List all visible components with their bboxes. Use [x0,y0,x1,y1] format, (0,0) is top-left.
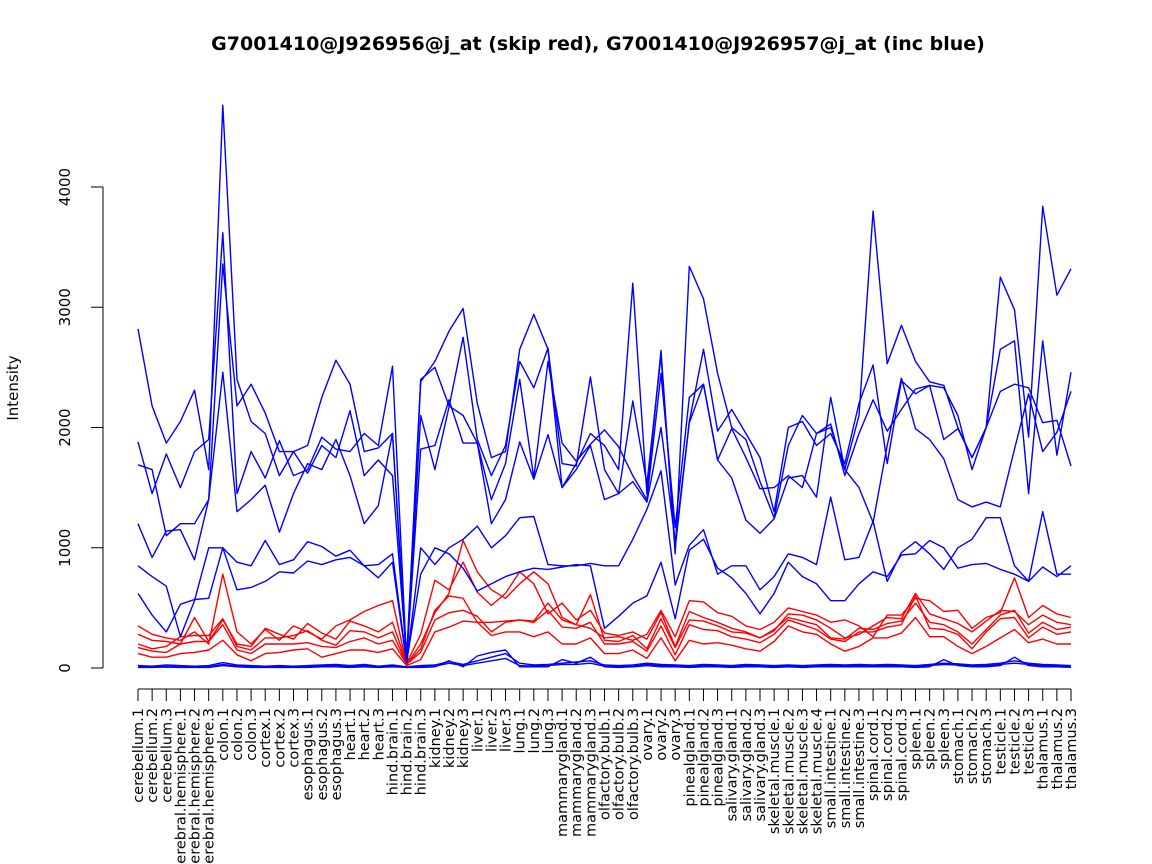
x-tick-label: spinal.cord.3 [894,708,910,801]
x-tick-label: ovary.2 [654,708,670,761]
x-tick-label: heart.1 [343,708,359,760]
x-tick-label: salivary.gland.3 [753,708,769,821]
inc-series-line-inc_4 [137,371,1072,662]
x-tick-label: cortex.1 [258,708,274,768]
x-tick-label: colon.3 [244,708,260,761]
x-tick-label: pinealgland.3 [711,708,727,807]
x-tick-label: liver.1 [470,708,486,752]
x-tick-label: heart.3 [371,708,387,760]
x-tick-label: colon.1 [216,708,232,761]
inc-series-line-inc_5 [137,470,1071,664]
x-tick-label: olfactory.bulb.3 [626,708,642,820]
inc-series-line-inc_1 [137,104,1072,663]
x-tick-label: cortex.3 [287,708,303,768]
x-tick-label: skeletal.muscle.1 [767,708,783,834]
skip-series-line-skip_3 [137,593,1072,666]
x-tick-label: esophagus.2 [315,708,331,800]
x-tick-label: cortex.2 [272,708,288,768]
x-tick-label: kidney.2 [442,708,458,768]
skip-series-line-skip_4 [137,595,1072,666]
x-tick-label: thalamus.1 [1036,708,1052,789]
x-tick-label: cerebellum.1 [131,708,147,803]
x-tick-label: esophagus.1 [301,708,317,800]
x-tick-label: esophagus.3 [329,708,345,800]
x-tick-label: hind.brain.3 [414,708,430,795]
x-tick-label: mammarygland.3 [583,708,599,837]
x-tick-label: testicle.2 [1007,708,1023,775]
x-tick-label: liver.2 [484,708,500,752]
inc-series-line-inc_7 [137,652,1072,668]
x-tick-label: cerebral.hemisphere.3 [202,708,218,864]
x-tick-label: liver.3 [499,708,515,752]
x-tick-label: spinal.cord.2 [880,708,896,801]
x-tick-label: testicle.3 [1022,708,1038,775]
inc-series-line-inc_2 [137,231,1072,663]
x-tick-label: small.intestine.2 [838,708,854,828]
x-tick-label: spleen.3 [937,708,953,770]
x-tick-label: kidney.3 [456,708,472,768]
y-axis: 0 1000 2000 3000 4000 [56,168,104,673]
x-tick-label: lung.2 [527,708,543,753]
inc-series-line-inc_6 [137,538,1072,663]
y-tick-label: 3000 [56,288,74,326]
skip-series-line-skip_5 [137,616,1071,667]
x-tick-label: stomach.3 [979,708,995,784]
x-tick-label: stomach.1 [951,708,967,784]
x-tick-label: skeletal.muscle.4 [810,708,826,834]
y-tick-label: 1000 [56,529,74,567]
x-tick-label: hind.brain.1 [385,708,401,795]
inc-series-line-inc_3 [137,263,1072,660]
x-tick-label: thalamus.2 [1050,708,1066,789]
x-tick-label: salivary.gland.1 [725,708,741,821]
x-tick-label: heart.2 [357,708,373,760]
y-tick-label: 0 [56,663,74,673]
skip-series-line-skip_1 [137,539,1072,666]
x-tick-label: stomach.2 [965,708,981,784]
x-tick-label: colon.2 [230,708,246,761]
x-tick-label: mammarygland.2 [569,708,585,837]
x-tick-label: mammarygland.1 [555,708,571,837]
x-tick-label: olfactory.bulb.2 [612,708,628,820]
y-tick-label: 2000 [56,408,74,446]
x-tick-label: kidney.1 [428,708,444,768]
x-tick-label: cerebellum.2 [145,708,161,803]
x-tick-label: spinal.cord.1 [866,708,882,801]
x-tick-label: lung.3 [541,708,557,753]
x-tick-label: hind.brain.2 [400,708,416,795]
x-tick-label: cerebellum.3 [159,708,175,803]
x-axis: cerebellum.1cerebellum.2cerebellum.3cere… [131,688,1080,864]
x-tick-label: spleen.2 [923,708,939,770]
skip-series-line-skip_2 [137,561,1072,664]
x-tick-label: small.intestine.3 [852,708,868,828]
x-tick-label: ovary.3 [668,708,684,761]
x-tick-label: pinealgland.1 [682,708,698,807]
x-tick-label: lung.1 [513,708,529,753]
x-tick-label: cerebral.hemisphere.1 [173,708,189,864]
x-tick-label: thalamus.3 [1064,708,1080,789]
x-tick-label: pinealgland.2 [696,708,712,807]
inc-series-group [137,104,1072,669]
x-tick-label: skeletal.muscle.3 [795,708,811,834]
x-tick-label: salivary.gland.2 [739,708,755,821]
x-tick-label: testicle.1 [993,708,1009,775]
chart-title: G7001410@J926956@j_at (skip red), G70014… [211,33,985,55]
inc-series-line-inc_9 [138,649,1072,669]
x-tick-label: skeletal.muscle.2 [781,708,797,834]
x-tick-label: small.intestine.1 [824,708,840,828]
x-tick-label: olfactory.bulb.1 [598,708,614,820]
x-tick-label: cerebral.hemisphere.2 [188,708,204,864]
x-tick-label: ovary.1 [640,708,656,761]
y-axis-label: Intensity [4,355,22,420]
y-tick-label: 4000 [56,168,74,206]
skip-series-group [137,539,1072,667]
x-tick-label: spleen.1 [909,708,925,770]
